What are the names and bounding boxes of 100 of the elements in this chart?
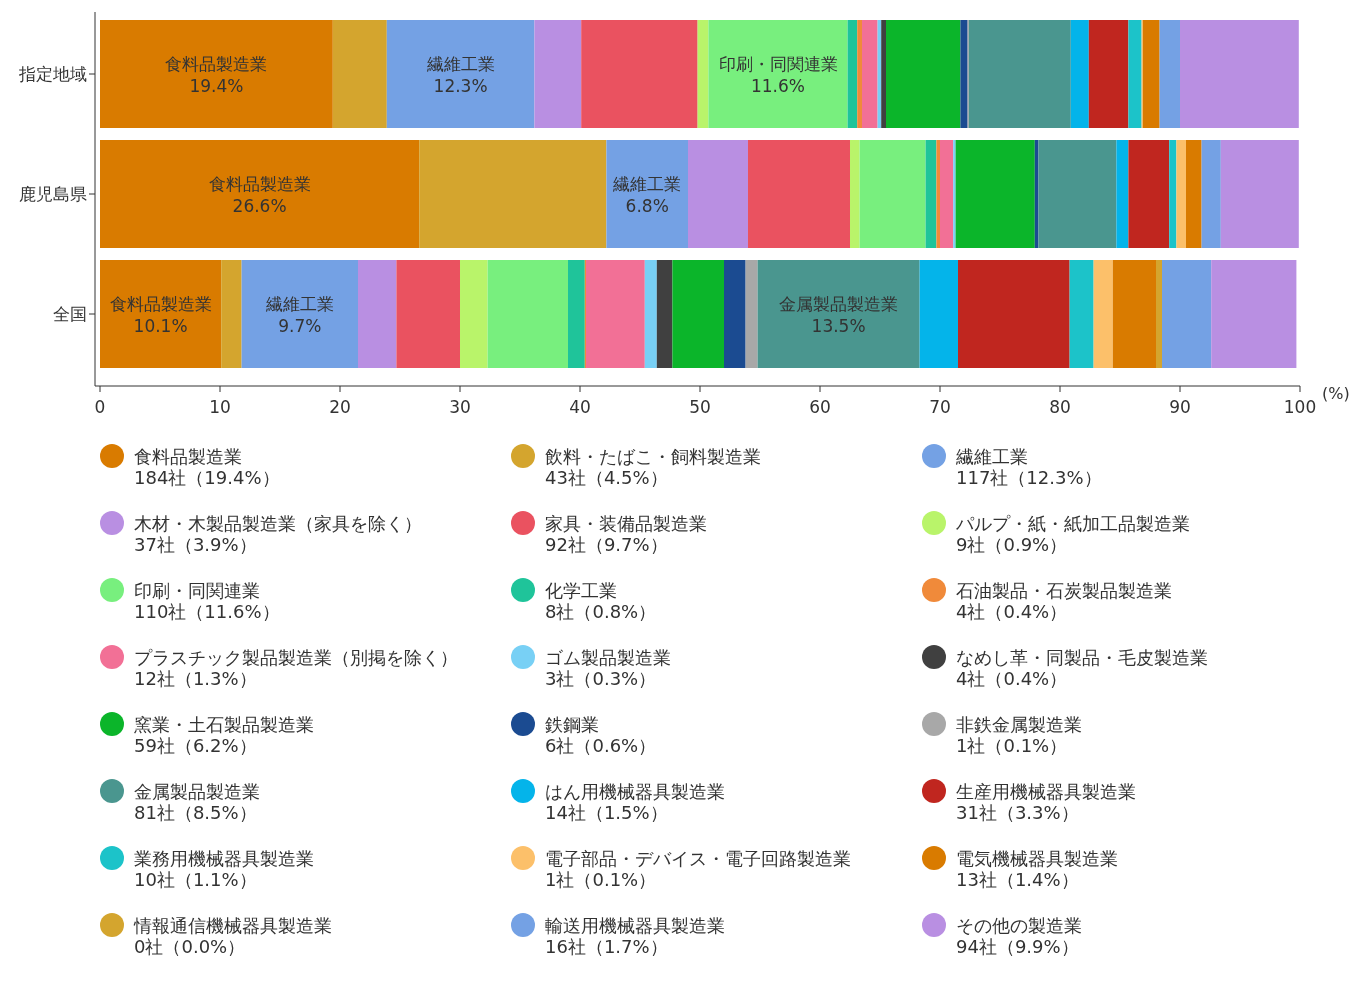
legend-label: 鉄鋼業 bbox=[545, 714, 599, 735]
bar bbox=[1038, 140, 1117, 248]
bar bbox=[919, 260, 958, 368]
bar bbox=[745, 260, 758, 368]
bar bbox=[1088, 20, 1129, 128]
text: 4社（0.4%） bbox=[956, 601, 1068, 622]
text: 10社（1.1%） bbox=[134, 869, 257, 890]
text: 43社（4.5%） bbox=[545, 467, 668, 488]
bar bbox=[1156, 260, 1162, 368]
y-tick-label: 全国 bbox=[53, 304, 87, 324]
bar bbox=[1180, 20, 1299, 128]
legend-label: 情報通信機械器具製造業 bbox=[133, 915, 332, 936]
bar bbox=[332, 20, 387, 128]
text: 37社（3.9%） bbox=[134, 534, 257, 555]
bar bbox=[953, 140, 956, 248]
bar bbox=[1069, 260, 1094, 368]
legend-label: 輸送用機械器具製造業 bbox=[545, 915, 725, 936]
x-tick-label: 10 bbox=[209, 397, 231, 417]
bar bbox=[460, 260, 488, 368]
bar bbox=[568, 260, 585, 368]
bar bbox=[847, 20, 858, 128]
legend-label: 家具・装備品製造業 bbox=[545, 513, 707, 534]
legend-label: 電気機械器具製造業 bbox=[956, 848, 1118, 869]
text: 117社（12.3%） bbox=[956, 467, 1102, 488]
legend-label: 電子部品・デバイス・電子回路製造業 bbox=[545, 848, 851, 869]
bar bbox=[644, 260, 657, 368]
x-tick-label: 80 bbox=[1049, 397, 1071, 417]
x-axis-title: (%) bbox=[1322, 384, 1350, 403]
bar bbox=[1159, 20, 1180, 128]
text: 14社（1.5%） bbox=[545, 802, 668, 823]
text: 6社（0.6%） bbox=[545, 735, 657, 756]
bar bbox=[724, 260, 746, 368]
text: 3社（0.3%） bbox=[545, 668, 657, 689]
text: 4社（0.4%） bbox=[956, 668, 1068, 689]
text: 繊維工業 bbox=[613, 174, 682, 194]
legend-label: 窯業・土石製品製造業 bbox=[134, 714, 314, 735]
bar bbox=[850, 140, 860, 248]
bar bbox=[859, 140, 926, 248]
text: 食料品製造業 bbox=[208, 174, 311, 194]
x-tick-label: 50 bbox=[689, 397, 711, 417]
text: 184社（19.4%） bbox=[134, 467, 280, 488]
legend-label: 生産用機械器具製造業 bbox=[956, 781, 1136, 802]
text: 59社（6.2%） bbox=[134, 735, 257, 756]
data-label: 13.5% bbox=[811, 316, 866, 336]
y-tick-label: 鹿児島県 bbox=[19, 184, 87, 204]
legend-label: 印刷・同関連業 bbox=[134, 580, 260, 601]
x-tick-label: 0 bbox=[94, 397, 106, 417]
text: 92社（9.7%） bbox=[545, 534, 668, 555]
bar bbox=[1112, 260, 1156, 368]
bar bbox=[221, 260, 242, 368]
data-label: 6.8% bbox=[625, 196, 669, 216]
legend-label: はん用機械器具製造業 bbox=[545, 781, 725, 802]
legend-label: その他の製造業 bbox=[956, 915, 1082, 936]
legend-label: なめし革・同製品・毛皮製造業 bbox=[956, 647, 1208, 668]
x-tick-label: 30 bbox=[449, 397, 471, 417]
text: 繊維工業 bbox=[426, 54, 495, 74]
data-label: 11.6% bbox=[750, 76, 806, 96]
bar bbox=[1116, 140, 1129, 248]
data-label: 26.6% bbox=[232, 196, 287, 216]
text: 81社（8.5%） bbox=[134, 802, 257, 823]
data-label: 12.3% bbox=[433, 76, 488, 96]
bar bbox=[857, 20, 862, 128]
bar bbox=[1128, 20, 1142, 128]
text: 1社（0.1%） bbox=[545, 869, 657, 890]
bar bbox=[936, 140, 940, 248]
bar bbox=[1070, 20, 1089, 128]
bar bbox=[386, 20, 535, 128]
x-tick-label: 60 bbox=[809, 397, 831, 417]
text: 8社（0.8%） bbox=[545, 601, 657, 622]
data-label: 10.1% bbox=[133, 316, 188, 336]
bar bbox=[656, 260, 673, 368]
bar bbox=[100, 20, 333, 128]
legend-label: 金属製品製造業 bbox=[134, 781, 260, 802]
legend-label: 木材・木製品製造業（家具を除く） bbox=[134, 513, 422, 534]
legend-label: 繊維工業 bbox=[955, 446, 1028, 467]
bar bbox=[968, 20, 1071, 128]
bar bbox=[1211, 260, 1297, 368]
bar bbox=[672, 260, 724, 368]
text: 12社（1.3%） bbox=[134, 668, 257, 689]
bar bbox=[1169, 140, 1177, 248]
bar bbox=[1176, 140, 1186, 248]
text: 94社（9.9%） bbox=[956, 936, 1079, 957]
bar bbox=[1142, 20, 1160, 128]
legend-label: 業務用機械器具製造業 bbox=[134, 848, 314, 869]
legend-label: 化学工業 bbox=[545, 580, 617, 601]
bar bbox=[606, 140, 688, 248]
x-tick-label: 100 bbox=[1283, 397, 1317, 417]
text: 食料品製造業 bbox=[109, 294, 212, 314]
text: 13社（1.4%） bbox=[956, 869, 1079, 890]
bar bbox=[1093, 260, 1113, 368]
bar bbox=[886, 20, 961, 128]
legend-label: プラスチック製品製造業（別掲を除く） bbox=[134, 647, 458, 668]
text: 食料品製造業 bbox=[165, 54, 268, 74]
x-tick-label: 40 bbox=[569, 397, 591, 417]
bar bbox=[955, 140, 1035, 248]
text: 印刷・同関連業 bbox=[718, 54, 838, 74]
data-label: 19.4% bbox=[189, 76, 244, 96]
bar bbox=[586, 260, 645, 368]
x-tick-label: 90 bbox=[1169, 397, 1191, 417]
legend-label: 食料品製造業 bbox=[134, 446, 242, 467]
